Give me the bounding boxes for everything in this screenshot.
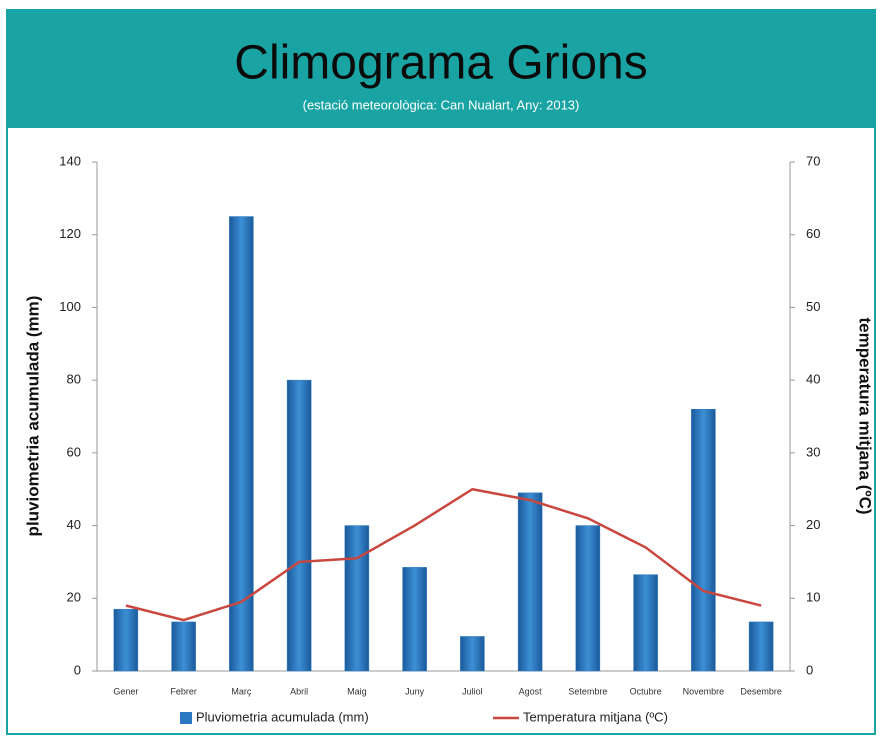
chart-title: Climograma Grions: [234, 37, 647, 90]
y2-tick-label: 50: [806, 299, 820, 314]
y2-tick-label: 60: [806, 226, 820, 241]
line: [125, 487, 762, 622]
y-tick-label: 80: [67, 372, 81, 387]
x-tick-label: Juny: [405, 686, 425, 696]
x-tick-label: Febrer: [170, 686, 197, 696]
y-tick-label: 0: [74, 662, 81, 677]
y2-tick-label: 10: [806, 590, 820, 605]
x-tick-label: Abril: [290, 686, 308, 696]
bar: [460, 636, 485, 672]
bar: [633, 574, 658, 672]
legend-swatch: [180, 712, 192, 724]
y2-tick-label: 20: [806, 517, 820, 532]
bar: [113, 608, 139, 672]
legend-label: Temperatura mitjana (ºC): [523, 709, 668, 724]
x-tick-label: Setembre: [568, 686, 607, 696]
y2-tick-label: 30: [806, 444, 820, 459]
bar: [286, 379, 312, 672]
x-tick-label: Juliol: [462, 686, 483, 696]
x-tick-label: Novembre: [683, 686, 725, 696]
x-tick-label: Desembre: [740, 686, 782, 696]
y-tick-label: 20: [67, 590, 81, 605]
x-tick-label: Gener: [113, 686, 138, 696]
x-tick-label: Octubre: [630, 686, 662, 696]
y2-tick-label: 70: [806, 153, 820, 168]
y-tick-label: 120: [59, 226, 81, 241]
y-tick-label: 100: [59, 299, 81, 314]
bar: [691, 408, 716, 672]
bar: [575, 525, 601, 672]
x-tick-label: Maig: [347, 686, 367, 696]
y2-axis-label: temperatura mitjana (ºC): [856, 317, 875, 514]
y2-tick-label: 0: [806, 662, 813, 677]
x-tick-label: Agost: [519, 686, 543, 696]
y2-tick-label: 40: [806, 372, 820, 387]
bar: [344, 525, 370, 672]
y-tick-label: 140: [59, 153, 81, 168]
legend-label: Pluviometria acumulada (mm): [196, 709, 369, 724]
y-tick-label: 60: [67, 444, 81, 459]
bar: [517, 492, 543, 672]
y-axis-label: pluviometria acumulada (mm): [23, 296, 42, 537]
bar: [171, 621, 196, 672]
x-tick-label: Març: [231, 686, 251, 696]
y-tick-label: 40: [67, 517, 81, 532]
chart-subtitle: (estació meteorològica: Can Nualart, Any…: [303, 97, 580, 112]
bar: [748, 621, 774, 672]
header: [7, 10, 875, 128]
bar: [402, 567, 427, 672]
